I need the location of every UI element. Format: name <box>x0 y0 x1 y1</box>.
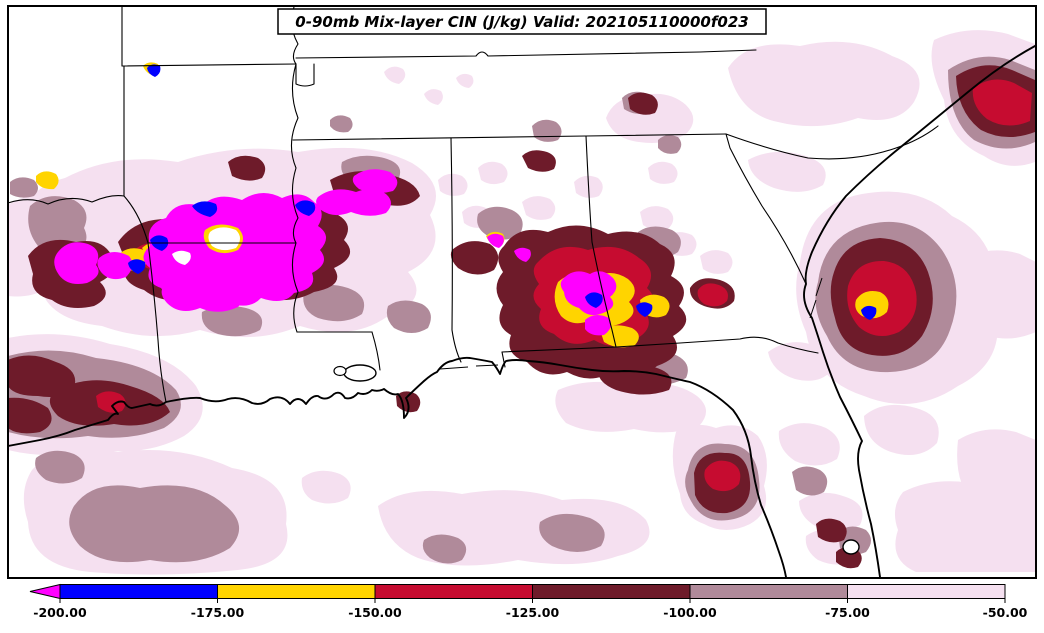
colorbar-segment-neg100-neg75 <box>689 584 848 599</box>
cin-fill-neg75-neg50 <box>9 30 1035 575</box>
stateline-texas-arkansas <box>123 195 149 244</box>
stateline-mississippi-alabama <box>450 137 462 363</box>
cin-fill-neg125-neg100 <box>9 65 1035 569</box>
cin-fill-lt-neg200 <box>54 169 617 336</box>
colorbar: -200.00 -175.00 -150.00 -125.00 -100.00 … <box>29 583 1028 620</box>
lake-maurepas <box>333 365 347 377</box>
colorbar-tick-label: -100.00 <box>663 605 717 620</box>
colorbar-segment-neg125-neg100 <box>532 584 691 599</box>
title-box <box>277 8 767 35</box>
stateline-red-river <box>9 195 125 205</box>
lake-okeechobee <box>842 539 860 555</box>
stateline-texas-louisiana-sabine <box>147 242 167 403</box>
colorbar-segment-neg175-neg150 <box>217 584 376 599</box>
colorbar-segment-neg150-neg125 <box>374 584 533 599</box>
atlantic-coastline <box>803 45 1035 577</box>
colorbar-tick-label: -200.00 <box>33 605 87 620</box>
stateline-tennessee-north <box>295 49 757 59</box>
colorbar-tick-label: -125.00 <box>506 605 560 620</box>
stateline-florida-north <box>501 336 819 354</box>
stateline-missouri-bootheel <box>295 63 315 87</box>
stateline-georgia-southcarolina-savannah <box>725 133 807 285</box>
colorbar-tick-label: -175.00 <box>191 605 245 620</box>
barrier-islands <box>439 277 823 370</box>
stateline-alabama-georgia <box>585 135 617 348</box>
stateline-northcarolina-southcarolina <box>725 125 939 160</box>
stateline-pearl-river <box>371 331 381 371</box>
stateline-mississippi-river <box>290 7 299 333</box>
cin-fill-layers <box>9 30 1035 575</box>
colorbar-tick-label: -150.00 <box>348 605 402 620</box>
gulf-coastline <box>9 356 787 577</box>
geography-lines <box>9 7 1035 577</box>
colorbar-tick-label: -75.00 <box>825 605 870 620</box>
colorbar-tick-marks <box>59 598 1006 603</box>
title-group: 0-90mb Mix-layer CIN (J/kg) Valid: 20210… <box>277 8 767 35</box>
map-title: 0-90mb Mix-layer CIN (J/kg) Valid: 20210… <box>295 13 748 31</box>
cin-hole-white <box>172 227 240 265</box>
colorbar-tick-label: -50.00 <box>983 605 1028 620</box>
state-borders <box>9 7 939 403</box>
colorbar-segment-neg200-neg175 <box>59 584 218 599</box>
lake-pontchartrain <box>343 364 377 382</box>
stateline-missouri-arkansas <box>121 63 297 67</box>
colorbar-segment-neg75-neg50 <box>847 584 1006 599</box>
coastline-group <box>9 45 1035 577</box>
